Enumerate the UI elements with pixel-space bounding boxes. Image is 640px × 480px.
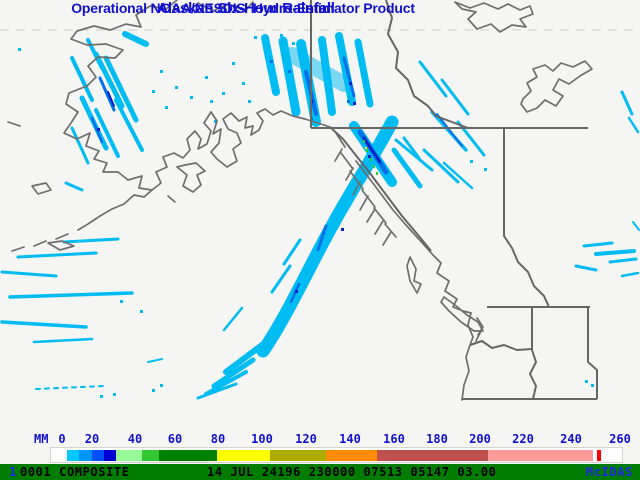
colorbar [50, 447, 623, 463]
colorbar-segment [67, 450, 79, 461]
colorbar-tick-label: 60 [167, 432, 183, 446]
colorbar-tick-label: 100 [251, 432, 273, 446]
status-bar: 1 0001 COMPOSITE 14 JUL 24196 230000 075… [0, 464, 640, 480]
colorbar-segment [116, 450, 142, 461]
rainfall-map-canvas[interactable] [0, 0, 640, 417]
colorbar-tick-label: 240 [560, 432, 582, 446]
colorbar-tick-label: 140 [339, 432, 361, 446]
colorbar-segment [142, 450, 159, 461]
mcidas-brand: McIDAS [586, 465, 633, 479]
colorbar-tick-label: 120 [295, 432, 317, 446]
map-subtitle: Operational NOAA/NESDIS Hydro-Estimator … [71, 0, 415, 16]
colorbar-segment [488, 450, 593, 461]
colorbar-tick-label: 260 [609, 432, 631, 446]
colorbar-segment [270, 450, 326, 461]
frame-number: 1 [9, 465, 17, 479]
colorbar-tick-label: 180 [426, 432, 448, 446]
colorbar-segment [92, 450, 104, 461]
colorbar-tick-label: 220 [512, 432, 534, 446]
colorbar-tick-label: 200 [469, 432, 491, 446]
frame-datetime: 14 JUL 24196 230000 07513 05147 03.00 [207, 465, 497, 479]
colorbar-segment [377, 450, 488, 461]
colorbar-tick-label: 40 [127, 432, 143, 446]
colorbar-segment [597, 450, 601, 461]
rainfall-extreme-specks [363, 140, 378, 175]
colorbar-segment [79, 450, 92, 461]
rainfall-light-specks [18, 34, 594, 398]
colorbar-segment [159, 450, 217, 461]
colorbar-tick-label: 0 [58, 432, 66, 446]
colorbar-tick-label: 80 [210, 432, 226, 446]
colorbar-segment [104, 450, 116, 461]
coastlines [7, 0, 593, 401]
rainfall-heavy-areas [107, 91, 382, 164]
map-title: Alaskan Six-Hour Rainfall [157, 0, 335, 17]
colorbar-tick-label: 160 [383, 432, 405, 446]
colorbar-units-label: MM [34, 432, 49, 446]
colorbar-segment [326, 450, 377, 461]
frame-label: 0001 COMPOSITE [20, 465, 130, 479]
political-borders [310, 0, 598, 400]
colorbar-segment [217, 450, 270, 461]
colorbar-tick-label: 20 [84, 432, 100, 446]
